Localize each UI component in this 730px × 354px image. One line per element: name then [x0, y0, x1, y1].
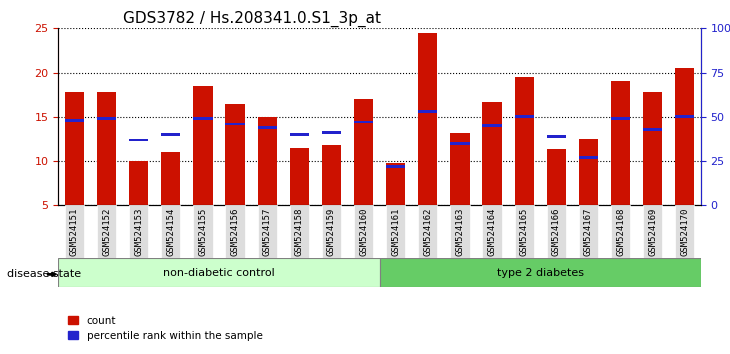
Bar: [226, 122, 245, 125]
FancyBboxPatch shape: [675, 205, 694, 258]
Bar: [547, 135, 566, 138]
Bar: [290, 148, 309, 205]
FancyBboxPatch shape: [643, 205, 662, 258]
FancyBboxPatch shape: [58, 258, 380, 287]
Bar: [611, 81, 630, 205]
Bar: [258, 117, 277, 205]
Bar: [258, 126, 277, 129]
Bar: [65, 92, 84, 205]
Bar: [65, 119, 84, 122]
FancyBboxPatch shape: [515, 205, 534, 258]
Bar: [97, 117, 116, 120]
Legend: count, percentile rank within the sample: count, percentile rank within the sample: [64, 312, 266, 345]
Bar: [322, 131, 341, 134]
FancyBboxPatch shape: [258, 205, 277, 258]
Bar: [161, 152, 180, 205]
FancyBboxPatch shape: [380, 258, 701, 287]
Bar: [643, 92, 662, 205]
FancyBboxPatch shape: [226, 205, 245, 258]
Bar: [418, 110, 437, 113]
Text: GDS3782 / Hs.208341.0.S1_3p_at: GDS3782 / Hs.208341.0.S1_3p_at: [123, 11, 380, 27]
FancyBboxPatch shape: [65, 205, 84, 258]
Text: disease state: disease state: [7, 269, 82, 279]
Bar: [354, 121, 373, 124]
Bar: [226, 104, 245, 205]
Bar: [450, 133, 469, 205]
FancyBboxPatch shape: [483, 205, 502, 258]
FancyBboxPatch shape: [161, 205, 180, 258]
FancyBboxPatch shape: [97, 205, 116, 258]
Text: GSM524158: GSM524158: [295, 208, 304, 256]
Text: GSM524170: GSM524170: [680, 208, 689, 256]
Text: GSM524168: GSM524168: [616, 208, 625, 256]
Bar: [675, 68, 694, 205]
Text: GSM524165: GSM524165: [520, 208, 529, 256]
Bar: [193, 86, 212, 205]
Text: GSM524156: GSM524156: [231, 208, 239, 256]
FancyBboxPatch shape: [579, 205, 598, 258]
Bar: [97, 92, 116, 205]
Bar: [193, 117, 212, 120]
FancyBboxPatch shape: [354, 205, 373, 258]
Bar: [129, 138, 148, 141]
Text: GSM524167: GSM524167: [584, 208, 593, 256]
Bar: [483, 102, 502, 205]
Text: GSM524151: GSM524151: [70, 208, 79, 256]
Bar: [386, 163, 405, 205]
Text: GSM524169: GSM524169: [648, 208, 657, 256]
Text: non-diabetic control: non-diabetic control: [163, 268, 275, 278]
Bar: [290, 133, 309, 136]
Bar: [579, 139, 598, 205]
Bar: [675, 115, 694, 118]
Bar: [611, 117, 630, 120]
Text: GSM524154: GSM524154: [166, 208, 175, 256]
FancyBboxPatch shape: [386, 205, 405, 258]
FancyBboxPatch shape: [418, 205, 437, 258]
Bar: [129, 161, 148, 205]
FancyBboxPatch shape: [290, 205, 309, 258]
Text: GSM524163: GSM524163: [456, 208, 464, 256]
Bar: [161, 133, 180, 136]
Text: GSM524153: GSM524153: [134, 208, 143, 256]
Bar: [547, 149, 566, 205]
Text: GSM524164: GSM524164: [488, 208, 496, 256]
Bar: [450, 142, 469, 145]
FancyBboxPatch shape: [129, 205, 148, 258]
Bar: [483, 124, 502, 127]
FancyBboxPatch shape: [193, 205, 212, 258]
Text: GSM524155: GSM524155: [199, 208, 207, 256]
Bar: [515, 77, 534, 205]
Bar: [515, 115, 534, 118]
Bar: [386, 165, 405, 168]
FancyBboxPatch shape: [611, 205, 630, 258]
Bar: [643, 128, 662, 131]
Text: GSM524159: GSM524159: [327, 208, 336, 256]
Bar: [579, 156, 598, 159]
Text: GSM524160: GSM524160: [359, 208, 368, 256]
Text: type 2 diabetes: type 2 diabetes: [496, 268, 584, 278]
Bar: [418, 33, 437, 205]
Text: GSM524161: GSM524161: [391, 208, 400, 256]
Text: GSM524152: GSM524152: [102, 208, 111, 256]
FancyBboxPatch shape: [547, 205, 566, 258]
FancyBboxPatch shape: [450, 205, 469, 258]
Text: GSM524166: GSM524166: [552, 208, 561, 256]
Text: GSM524157: GSM524157: [263, 208, 272, 256]
FancyBboxPatch shape: [322, 205, 341, 258]
Bar: [354, 99, 373, 205]
Text: GSM524162: GSM524162: [423, 208, 432, 256]
Bar: [322, 145, 341, 205]
